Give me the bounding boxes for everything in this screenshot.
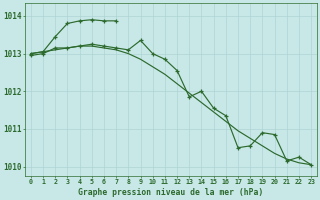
X-axis label: Graphe pression niveau de la mer (hPa): Graphe pression niveau de la mer (hPa) [78, 188, 264, 197]
